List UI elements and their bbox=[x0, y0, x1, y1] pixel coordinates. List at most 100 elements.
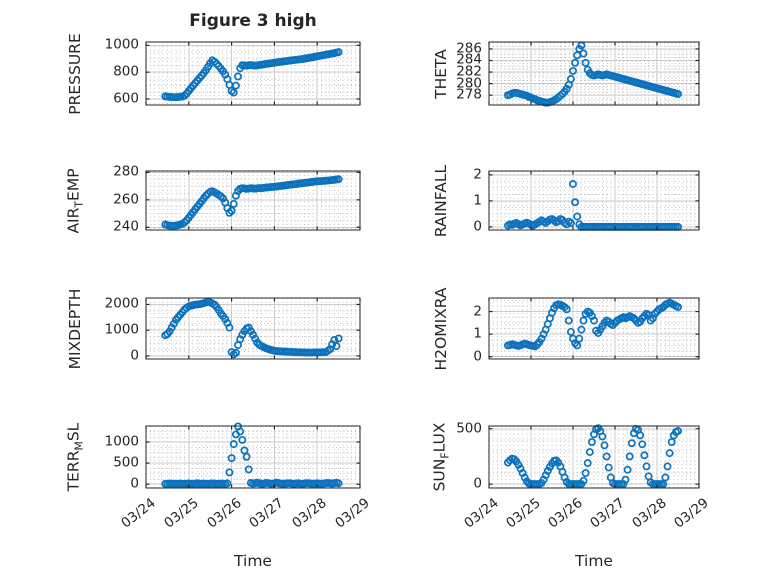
x-tick-label: 03/26 bbox=[545, 495, 586, 532]
rainfall-y-tick-label: 0 bbox=[473, 218, 482, 235]
sun-flux-y-tick-label: 500 bbox=[456, 420, 482, 437]
x-tick-label: 03/26 bbox=[203, 495, 245, 532]
pressure-y-tick-label: 800 bbox=[113, 63, 139, 80]
rainfall-plot-area bbox=[488, 170, 700, 231]
data-point bbox=[564, 316, 573, 325]
data-point bbox=[674, 427, 682, 435]
theta-y-tick-label: 284 bbox=[456, 51, 482, 68]
data-point bbox=[227, 206, 236, 215]
data-point bbox=[169, 319, 178, 328]
data-point bbox=[332, 342, 341, 351]
data-point bbox=[231, 348, 240, 357]
minor-grid bbox=[146, 298, 360, 359]
theta-y-tick-label: 280 bbox=[456, 74, 482, 91]
terr-msl-y-tick-label: 500 bbox=[113, 454, 139, 471]
x-tick-label: 03/28 bbox=[629, 495, 670, 532]
data-point bbox=[566, 75, 575, 83]
x-tick-label: 03/25 bbox=[161, 495, 202, 532]
sun-flux-y-tick-label: 0 bbox=[473, 475, 482, 492]
data-series bbox=[161, 48, 343, 102]
data-point bbox=[229, 440, 238, 449]
plot-box bbox=[145, 425, 361, 489]
plot-box bbox=[145, 170, 361, 231]
minor-grid bbox=[146, 425, 360, 488]
data-point bbox=[238, 435, 247, 444]
terr-msl-plot-area bbox=[145, 422, 361, 489]
data-point bbox=[642, 462, 651, 471]
data-point bbox=[236, 427, 245, 436]
rainfall-y-axis-label: RAINFALL bbox=[432, 164, 450, 237]
terr-msl-y-tick-label: 0 bbox=[130, 475, 139, 492]
data-series bbox=[503, 41, 682, 107]
data-point bbox=[625, 452, 634, 461]
data-point bbox=[604, 463, 613, 472]
mixdepth-y-tick-label: 2000 bbox=[104, 295, 139, 312]
data-point bbox=[585, 448, 594, 456]
rainfall-y-tick-label: 2 bbox=[473, 166, 482, 183]
x-tick-label: 03/28 bbox=[289, 495, 331, 532]
air-temp-y-axis-label: AIRTEMP bbox=[64, 167, 86, 234]
data-point bbox=[229, 199, 238, 208]
data-point bbox=[598, 432, 607, 441]
plot-box bbox=[488, 297, 700, 360]
data-point bbox=[562, 84, 571, 93]
h2omixra-y-tick-label: 1 bbox=[473, 325, 482, 342]
terr-msl-y-tick-label: 1000 bbox=[104, 433, 139, 450]
pressure-y-tick-label: 1000 bbox=[104, 36, 139, 53]
theta-y-tick-label: 278 bbox=[456, 86, 482, 103]
data-point bbox=[566, 327, 575, 336]
air-temp-y-tick-label: 240 bbox=[113, 218, 139, 235]
sun-flux-plot-area bbox=[488, 424, 700, 489]
h2omixra-plot-area bbox=[488, 297, 700, 360]
data-point bbox=[554, 458, 563, 467]
plot-box bbox=[145, 41, 361, 106]
data-point bbox=[587, 438, 596, 447]
data-point bbox=[667, 438, 676, 447]
data-point bbox=[579, 49, 588, 58]
data-point bbox=[225, 468, 234, 477]
data-point bbox=[520, 473, 529, 482]
data-point bbox=[659, 480, 668, 489]
data-point bbox=[573, 212, 582, 221]
data-point bbox=[581, 58, 590, 67]
x-tick-label: 03/24 bbox=[118, 495, 159, 532]
data-point bbox=[249, 330, 257, 339]
figure-title: Figure 3 high bbox=[189, 11, 317, 31]
data-point bbox=[244, 465, 253, 474]
data-point bbox=[251, 334, 260, 343]
data-point bbox=[636, 431, 645, 440]
data-point bbox=[227, 454, 236, 463]
data-point bbox=[514, 460, 523, 469]
data-point bbox=[334, 48, 343, 57]
data-point bbox=[562, 305, 571, 314]
data-point bbox=[571, 198, 580, 207]
h2omixra-y-tick-label: 2 bbox=[473, 302, 482, 319]
data-point bbox=[602, 452, 611, 461]
x-tick-label: 03/25 bbox=[503, 495, 544, 532]
h2omixra-y-tick-label: 0 bbox=[473, 347, 482, 364]
plot-box bbox=[145, 297, 361, 360]
air-temp-y-tick-label: 260 bbox=[113, 191, 139, 208]
data-point bbox=[674, 303, 682, 311]
data-point bbox=[579, 476, 588, 485]
data-point bbox=[234, 72, 242, 81]
data-series bbox=[161, 422, 343, 488]
theta-y-axis-label: THETA bbox=[432, 48, 450, 99]
data-point bbox=[638, 440, 647, 449]
air-temp-y-tick-label: 280 bbox=[113, 163, 139, 180]
plot-box bbox=[488, 170, 700, 231]
h2omixra-y-axis-label: H2OMIXRA bbox=[432, 286, 450, 371]
data-point bbox=[569, 66, 577, 75]
data-point bbox=[221, 315, 230, 324]
data-point bbox=[223, 479, 232, 488]
data-series bbox=[161, 175, 343, 230]
plot-box bbox=[488, 425, 700, 489]
data-point bbox=[579, 316, 588, 325]
x-tick-label: 03/29 bbox=[332, 495, 373, 532]
data-point bbox=[569, 180, 577, 188]
theta-y-tick-label: 286 bbox=[456, 40, 482, 57]
mixdepth-y-tick-label: 0 bbox=[130, 347, 139, 364]
data-point bbox=[229, 88, 238, 97]
theta-y-tick-label: 282 bbox=[456, 63, 482, 80]
x-tick-label: 03/24 bbox=[461, 495, 502, 532]
